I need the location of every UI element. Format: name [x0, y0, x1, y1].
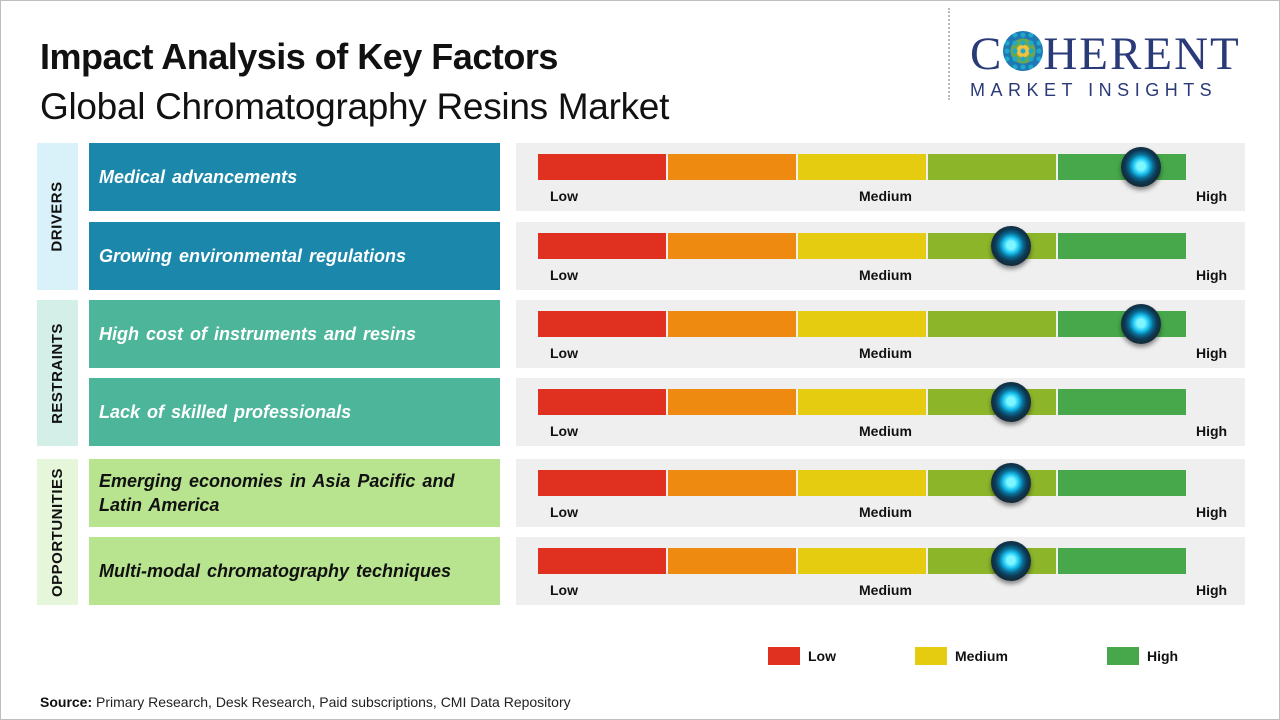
gauge-segment	[668, 548, 796, 574]
gauge-segment	[538, 311, 666, 337]
scale-label-medium: Medium	[859, 423, 912, 439]
logo-letters: HERENT	[1043, 28, 1241, 80]
gauge-segment	[538, 154, 666, 180]
impact-gauge: Low Medium High	[516, 537, 1245, 605]
factor-label-box: Lack of skilled professionals	[89, 378, 500, 446]
scale-label-high: High	[1196, 504, 1228, 520]
gauge-segment	[668, 233, 796, 259]
gauge-segment	[928, 311, 1056, 337]
factor-label-box: Emerging economies in Asia Pacific and L…	[89, 459, 500, 527]
gauge-segment	[538, 233, 666, 259]
legend-label: Low	[808, 648, 836, 664]
gauge-segment	[798, 154, 926, 180]
scale-label-low: Low	[550, 188, 578, 204]
legend-swatch	[1107, 647, 1139, 665]
group-label-restraints: RESTRAINTS	[37, 300, 78, 446]
logo-letter-c: C	[970, 28, 1004, 80]
scale-label-medium: Medium	[859, 188, 912, 204]
factor-label: Medical advancements	[99, 167, 298, 187]
company-logo: C HERENT MARKET INSIGHTS	[970, 30, 1260, 101]
factor-label: Growing environmental regulations	[99, 246, 407, 266]
logo-wordmark: C HERENT	[970, 30, 1260, 78]
scale-label-low: Low	[550, 582, 578, 598]
factor-label: High cost of instruments and resins	[99, 324, 417, 344]
impact-gauge: Low Medium High	[516, 459, 1245, 527]
gauge-segment	[538, 470, 666, 496]
scale-label-high: High	[1196, 345, 1228, 361]
scale-label-high: High	[1196, 423, 1228, 439]
factor-label: Multi-modal chromatography techniques	[99, 561, 452, 581]
group-label-text: OPPORTUNITIES	[49, 467, 67, 597]
group-label-opportunities: OPPORTUNITIES	[37, 459, 78, 605]
scale-label-medium: Medium	[859, 504, 912, 520]
gauge-segment	[668, 389, 796, 415]
impact-indicator-knob	[991, 226, 1032, 266]
scale-label-low: Low	[550, 345, 578, 361]
factor-label-box: High cost of instruments and resins	[89, 300, 500, 368]
gauge-segment	[798, 389, 926, 415]
gauge-segment	[798, 470, 926, 496]
impact-gauge: Low Medium High	[516, 222, 1245, 290]
group-label-text: DRIVERS	[49, 181, 66, 252]
group-label-text: RESTRAINTS	[49, 322, 66, 424]
scale-label-low: Low	[550, 423, 578, 439]
gauge-segment	[668, 311, 796, 337]
scale-label-low: Low	[550, 504, 578, 520]
impact-gauge: Low Medium High	[516, 300, 1245, 368]
gauge-segment	[1058, 389, 1186, 415]
impact-gauge: Low Medium High	[516, 378, 1245, 446]
scale-label-high: High	[1196, 582, 1228, 598]
gauge-segment	[798, 233, 926, 259]
logo-globe-icon	[1003, 31, 1044, 71]
gauge-segment	[1058, 548, 1186, 574]
impact-indicator-knob	[1120, 147, 1161, 187]
page-title: Impact Analysis of Key Factors	[40, 36, 558, 77]
source-label: Source:	[40, 694, 93, 710]
group-label-drivers: DRIVERS	[37, 143, 78, 290]
gauge-segment	[538, 548, 666, 574]
gauge-segment	[668, 470, 796, 496]
gauge-segment	[798, 548, 926, 574]
page-subtitle: Global Chromatography Resins Market	[40, 86, 670, 127]
scale-label-medium: Medium	[859, 345, 912, 361]
impact-indicator-knob	[991, 541, 1032, 581]
impact-indicator-knob	[991, 463, 1032, 503]
logo-tagline: MARKET INSIGHTS	[970, 80, 1218, 100]
factor-label-box: Multi-modal chromatography techniques	[89, 537, 500, 605]
source-note: Source: Primary Research, Desk Research,…	[40, 694, 571, 710]
legend-label: Medium	[955, 648, 1008, 664]
gauge-segment	[798, 311, 926, 337]
logo-divider	[948, 8, 950, 100]
gauge-segment	[538, 389, 666, 415]
scale-label-medium: Medium	[859, 267, 912, 283]
scale-label-high: High	[1196, 188, 1228, 204]
gauge-segment	[1058, 233, 1186, 259]
gauge-segment	[668, 154, 796, 180]
impact-indicator-knob	[1120, 304, 1161, 344]
factor-label-box: Medical advancements	[89, 143, 500, 211]
impact-indicator-knob	[991, 382, 1032, 422]
factor-label: Emerging economies in Asia Pacific and L…	[99, 471, 455, 515]
legend-swatch	[915, 647, 947, 665]
legend-swatch	[768, 647, 800, 665]
gauge-segment	[928, 154, 1056, 180]
legend-label: High	[1147, 648, 1179, 664]
factor-label-box: Growing environmental regulations	[89, 222, 500, 290]
factor-label: Lack of skilled professionals	[99, 402, 352, 422]
impact-gauge: Low Medium High	[516, 143, 1245, 211]
scale-label-low: Low	[550, 267, 578, 283]
scale-label-high: High	[1196, 267, 1228, 283]
scale-label-medium: Medium	[859, 582, 912, 598]
gauge-segment	[1058, 470, 1186, 496]
source-text: Primary Research, Desk Research, Paid su…	[92, 694, 571, 710]
